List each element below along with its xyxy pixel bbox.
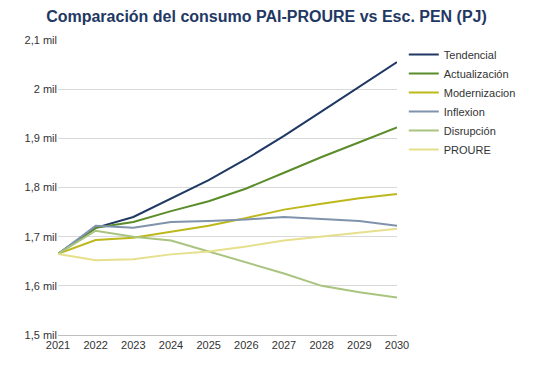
svg-text:2022: 2022 xyxy=(83,339,107,351)
svg-text:Comparación del consumo PAI-PR: Comparación del consumo PAI-PROURE vs Es… xyxy=(46,8,487,25)
svg-text:2026: 2026 xyxy=(234,339,258,351)
svg-text:2027: 2027 xyxy=(272,339,296,351)
svg-text:2,1 mil: 2,1 mil xyxy=(25,34,57,46)
svg-text:2025: 2025 xyxy=(196,339,220,351)
svg-text:2 mil: 2 mil xyxy=(34,83,57,95)
svg-text:PROURE: PROURE xyxy=(444,144,491,156)
svg-text:1,5 mil: 1,5 mil xyxy=(25,329,57,341)
svg-text:Actualización: Actualización xyxy=(444,68,509,80)
svg-text:Tendencial: Tendencial xyxy=(444,49,497,61)
svg-text:Modernizacion: Modernizacion xyxy=(444,87,516,99)
svg-text:2028: 2028 xyxy=(309,339,333,351)
svg-text:1,7 mil: 1,7 mil xyxy=(25,231,57,243)
svg-text:2023: 2023 xyxy=(121,339,145,351)
svg-text:2029: 2029 xyxy=(347,339,371,351)
svg-text:Disrupción: Disrupción xyxy=(444,125,496,137)
svg-text:1,8 mil: 1,8 mil xyxy=(25,181,57,193)
svg-text:2024: 2024 xyxy=(159,339,183,351)
svg-text:1,6 mil: 1,6 mil xyxy=(25,280,57,292)
svg-text:2021: 2021 xyxy=(46,339,70,351)
svg-text:Inflexion: Inflexion xyxy=(444,106,485,118)
svg-text:2030: 2030 xyxy=(385,339,409,351)
svg-text:1,9 mil: 1,9 mil xyxy=(25,132,57,144)
